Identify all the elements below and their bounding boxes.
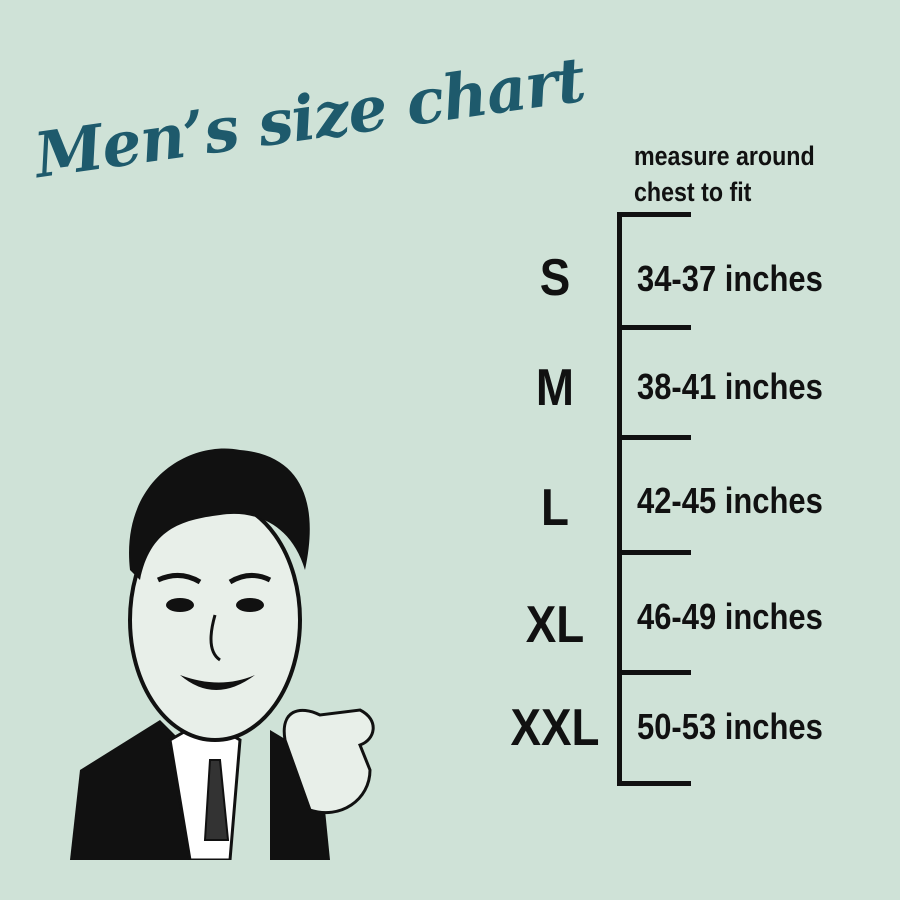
ruler-tick [617,325,691,330]
instruction-line-2: chest to fit [634,177,752,207]
size-label-s: S [539,249,571,307]
instruction-line-1: measure around [634,141,815,171]
size-label-xl: XL [525,596,585,654]
size-label-xxl: XXL [510,699,600,757]
ruler-tick [617,212,691,217]
size-range-l: 42-45 inches [637,480,823,521]
measure-instruction: measure around chest to fit [634,138,815,210]
page-title: Men’s size chart [30,42,590,193]
ruler-tick [617,435,691,440]
size-label-l: L [541,479,569,537]
retro-man-illustration [70,448,375,860]
size-range-m: 38-41 inches [637,366,823,407]
size-label-m: M [535,359,575,417]
ruler-tick [617,550,691,555]
size-range-s: 34-37 inches [637,258,823,299]
ruler-tick [617,670,691,675]
ruler-line [617,212,622,786]
ruler-tick [617,781,691,786]
size-range-xl: 46-49 inches [637,596,823,637]
size-range-xxl: 50-53 inches [637,706,823,747]
